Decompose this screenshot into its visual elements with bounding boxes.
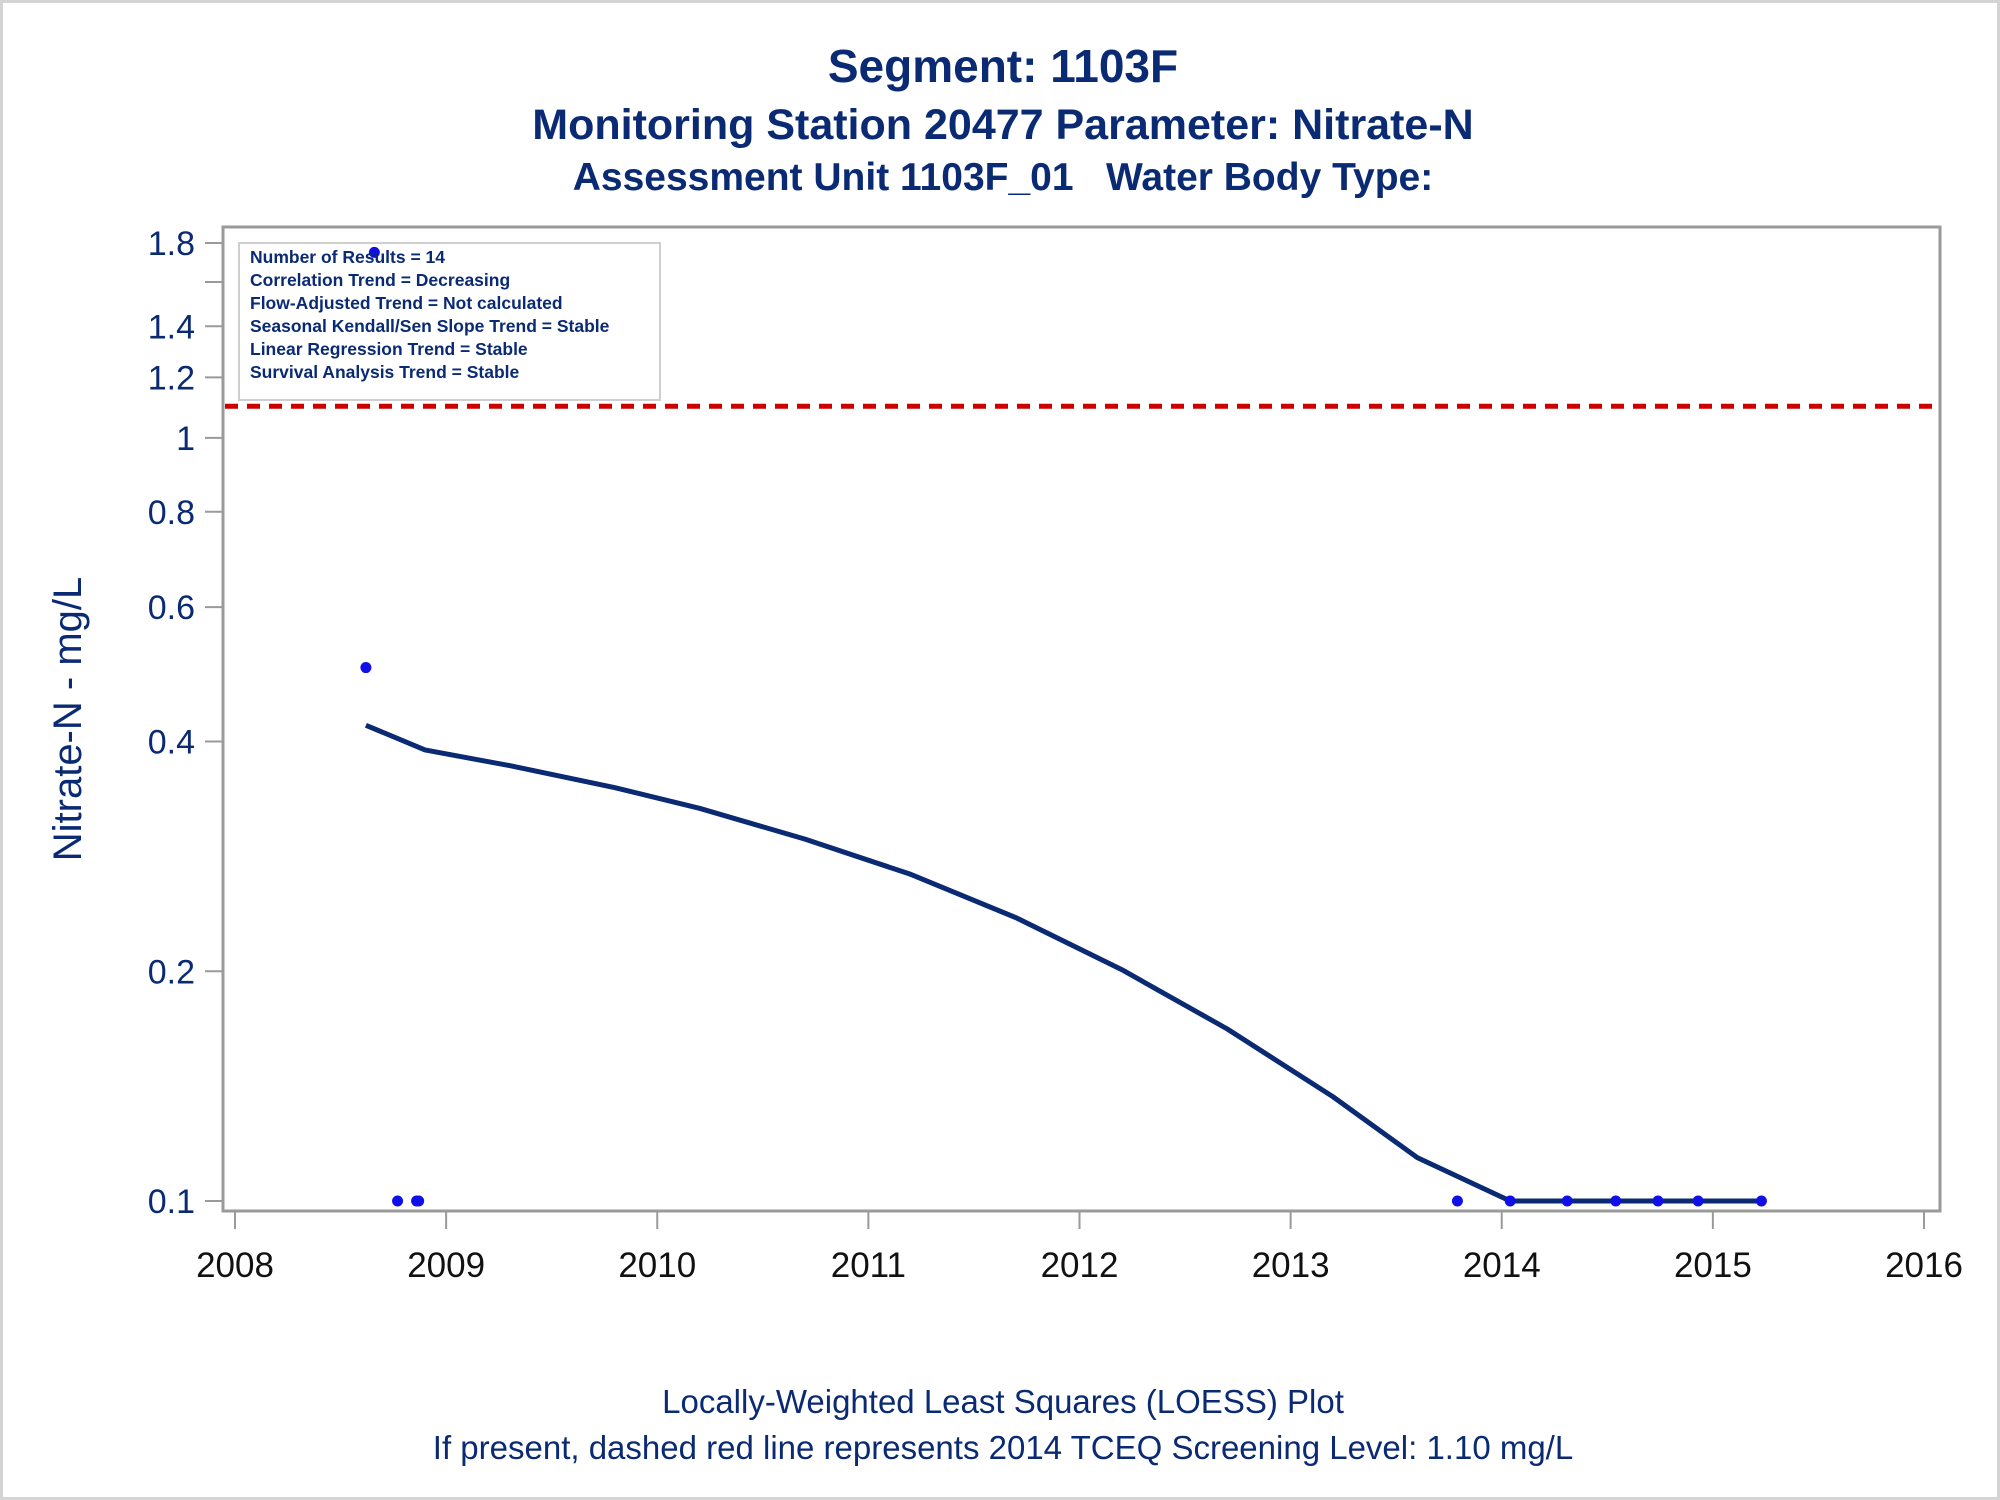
y-tick-label: 0.4 bbox=[148, 724, 195, 762]
data-point bbox=[1652, 1195, 1664, 1207]
y-tick-label: 1.4 bbox=[148, 308, 195, 346]
x-tick-label: 2012 bbox=[1041, 1246, 1119, 1285]
data-point bbox=[1451, 1195, 1463, 1207]
x-tick-label: 2014 bbox=[1463, 1246, 1541, 1285]
x-tick-label: 2016 bbox=[1885, 1246, 1963, 1285]
loess-curve bbox=[364, 722, 1762, 1204]
x-tick-label: 2013 bbox=[1252, 1246, 1330, 1285]
data-point bbox=[368, 246, 380, 258]
y-tick-label: 0.6 bbox=[148, 589, 195, 627]
plot-frame bbox=[221, 225, 1942, 1213]
y-tick-label: 1 bbox=[176, 420, 195, 458]
data-point bbox=[392, 1195, 404, 1207]
data-point bbox=[1561, 1195, 1573, 1207]
footnote-loess: Locally-Weighted Least Squares (LOESS) P… bbox=[662, 1383, 1344, 1420]
data-point bbox=[1504, 1195, 1516, 1207]
data-point bbox=[1610, 1195, 1622, 1207]
y-tick-label: 0.2 bbox=[148, 953, 195, 991]
stats-line: Flow-Adjusted Trend = Not calculated bbox=[250, 293, 563, 313]
x-tick-label: 2010 bbox=[618, 1246, 696, 1285]
data-point bbox=[1692, 1195, 1704, 1207]
x-tick-label: 2008 bbox=[196, 1246, 274, 1285]
stats-line: Linear Regression Trend = Stable bbox=[250, 339, 528, 359]
stats-line: Survival Analysis Trend = Stable bbox=[250, 362, 520, 382]
stats-box bbox=[238, 242, 661, 401]
stats-line: Correlation Trend = Decreasing bbox=[250, 270, 510, 290]
x-tick-label: 2009 bbox=[407, 1246, 485, 1285]
chart-subtitle-2: Assessment Unit 1103F_01 Water Body Type… bbox=[572, 156, 1434, 199]
y-tick-label: 1.8 bbox=[148, 225, 195, 263]
y-axis-label: Nitrate-N - mg/L bbox=[46, 577, 90, 862]
y-tick-label: 1.2 bbox=[148, 359, 195, 397]
stats-line: Seasonal Kendall/Sen Slope Trend = Stabl… bbox=[250, 316, 610, 336]
x-tick-label: 2011 bbox=[831, 1246, 906, 1285]
stats-line: Number of Results = 14 bbox=[250, 247, 445, 267]
chart-svg: 0.1 0.2 0.4 0.6 0.8 1 1.2 1.4 1.8 2008 2009 2010 201… bbox=[46, 225, 1963, 1285]
data-point bbox=[1755, 1195, 1767, 1207]
x-tick-label: 2015 bbox=[1674, 1246, 1752, 1285]
y-tick-label: 0.1 bbox=[148, 1183, 195, 1221]
chart-subtitle: Monitoring Station 20477 Parameter: Nitr… bbox=[532, 101, 1474, 149]
chart-title: Segment: 1103F bbox=[827, 40, 1179, 92]
footnote-screening: If present, dashed red line represents 2… bbox=[432, 1429, 1574, 1466]
data-point bbox=[413, 1195, 425, 1207]
data-point bbox=[360, 662, 372, 674]
y-tick-label: 0.8 bbox=[148, 494, 195, 532]
